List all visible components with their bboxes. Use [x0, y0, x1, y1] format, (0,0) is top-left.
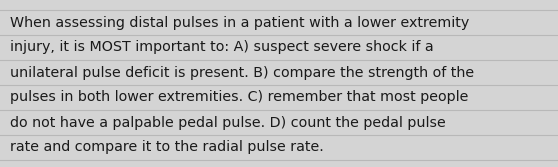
Text: do not have a palpable pedal pulse. D) count the pedal pulse: do not have a palpable pedal pulse. D) c… [10, 116, 446, 129]
Text: pulses in both lower extremities. C) remember that most people: pulses in both lower extremities. C) rem… [10, 91, 468, 105]
Text: rate and compare it to the radial pulse rate.: rate and compare it to the radial pulse … [10, 140, 324, 154]
Text: unilateral pulse deficit is present. B) compare the strength of the: unilateral pulse deficit is present. B) … [10, 65, 474, 79]
Text: injury, it is MOST important to: A) suspect severe shock if a: injury, it is MOST important to: A) susp… [10, 41, 434, 54]
Text: When assessing distal pulses in a patient with a lower extremity: When assessing distal pulses in a patien… [10, 16, 469, 30]
